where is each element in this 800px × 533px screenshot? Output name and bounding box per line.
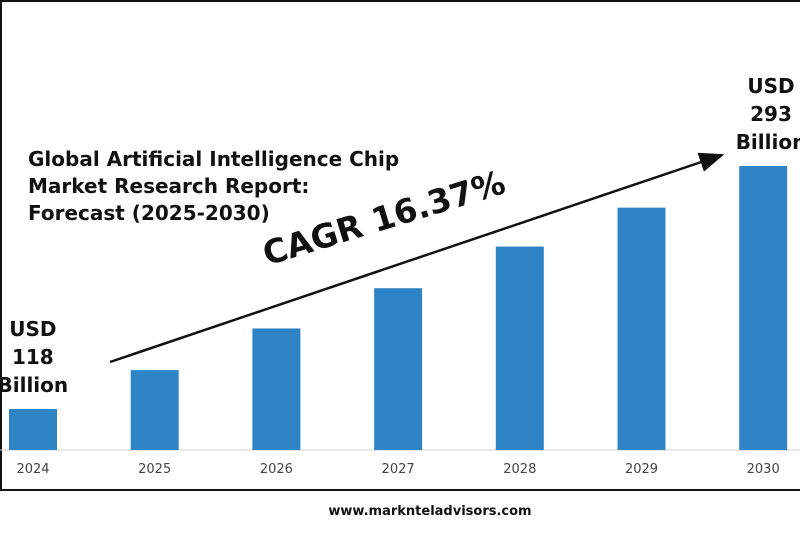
frame [0, 0, 800, 491]
x-tick-label: 2027 [382, 462, 415, 477]
x-tick-label: 2026 [260, 462, 293, 477]
x-tick-label: 2024 [16, 462, 49, 477]
x-tick-label: 2029 [625, 462, 658, 477]
value-label: USD 118 Billion [0, 317, 69, 397]
x-tick-label: 2030 [747, 462, 780, 477]
bar [252, 328, 301, 450]
bar [130, 370, 179, 450]
bar [617, 207, 666, 450]
bar [9, 409, 57, 450]
value-label: USD 293 Billion [735, 74, 800, 154]
x-tick-label: 2025 [138, 462, 171, 477]
chart-title: Global Artificial Intelligence Chip Mark… [28, 147, 400, 225]
source: www.marknteladvisors.com [328, 504, 531, 519]
trend-arrow [109, 152, 725, 364]
bar [739, 166, 788, 450]
bar [374, 288, 423, 450]
bar [495, 246, 544, 450]
x-tick-label: 2028 [503, 462, 536, 477]
